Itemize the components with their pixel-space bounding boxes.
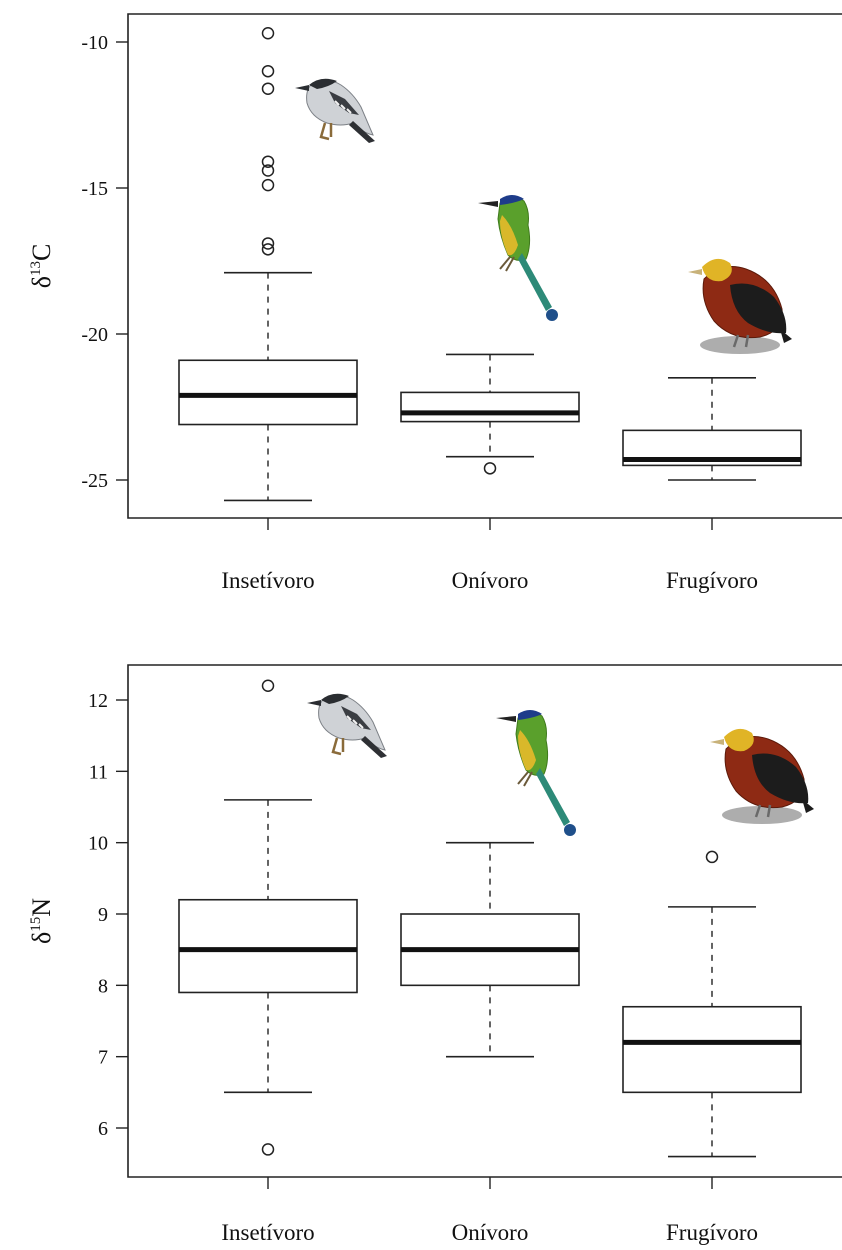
x-category-label: Insetívoro	[221, 568, 314, 593]
manakin-bird-icon	[688, 258, 792, 354]
outlier-point	[705, 850, 719, 864]
plot-frame	[127, 664, 842, 1178]
outlier-point	[261, 155, 275, 168]
box-iqr	[400, 391, 580, 423]
y-axis-title-symbol: δ	[27, 932, 56, 944]
boxplot-panel: 12 11 10 9 8 7 6 δ15N Insetívoro Onívoro Frugívoro	[27, 664, 842, 1245]
y-tick-label: 8	[98, 975, 108, 997]
motmot-bird-icon	[478, 195, 558, 321]
manakin-bird-icon	[710, 728, 814, 824]
y-tick-label: 9	[98, 904, 108, 926]
outlier-point	[261, 26, 275, 40]
y-axis-title: δ15N	[27, 898, 56, 944]
x-category-label: Onívoro	[452, 1220, 529, 1245]
boxplot-panel: -10 -15 -20 -25 δ13C Insetívoro Onívoro Frugívo…	[27, 13, 842, 593]
y-axis-title-superscript: 13	[28, 261, 44, 276]
box-3	[622, 376, 802, 481]
y-axis-title-element: C	[27, 244, 56, 261]
y-tick-label: 11	[89, 761, 108, 783]
y-tick-label: -20	[81, 324, 108, 346]
motmot-bird-icon	[496, 710, 576, 836]
box-iqr	[622, 1005, 802, 1094]
y-tick-label: 6	[98, 1118, 108, 1140]
y-axis-title-symbol: δ	[27, 276, 56, 288]
outlier-point	[261, 1143, 275, 1156]
x-category-label: Insetívoro	[221, 1220, 314, 1245]
x-category-label: Frugívoro	[666, 1220, 758, 1245]
y-axis-title: δ13C	[27, 244, 56, 289]
y-tick-label: -15	[81, 178, 108, 200]
outlier-point	[261, 64, 275, 78]
y-tick-label: 10	[88, 833, 108, 855]
box-1	[178, 679, 358, 1156]
outlier-point	[261, 679, 275, 692]
box-iqr	[178, 898, 358, 994]
outlier-point	[261, 82, 275, 95]
x-category-label: Onívoro	[452, 568, 529, 593]
y-tick-label: 12	[88, 690, 108, 712]
box-2	[400, 353, 580, 475]
box-1	[178, 26, 358, 502]
outlier-point	[261, 164, 275, 177]
antshrike-bird-icon	[295, 78, 375, 143]
outlier-point	[483, 462, 497, 475]
y-axis-title-superscript: 15	[28, 917, 44, 932]
box-3	[622, 850, 802, 1158]
box-iqr	[178, 359, 358, 426]
y-tick-label: -25	[81, 470, 108, 492]
outlier-point	[261, 178, 275, 192]
y-tick-label: -10	[81, 32, 108, 54]
outlier-point	[261, 237, 275, 250]
outlier-point	[261, 243, 275, 256]
plot-frame	[127, 13, 842, 519]
y-tick-label: 7	[98, 1047, 108, 1069]
y-axis-title-element: N	[27, 898, 56, 917]
x-category-label: Frugívoro	[666, 568, 758, 593]
box-2	[400, 841, 580, 1058]
antshrike-bird-icon	[307, 693, 387, 758]
